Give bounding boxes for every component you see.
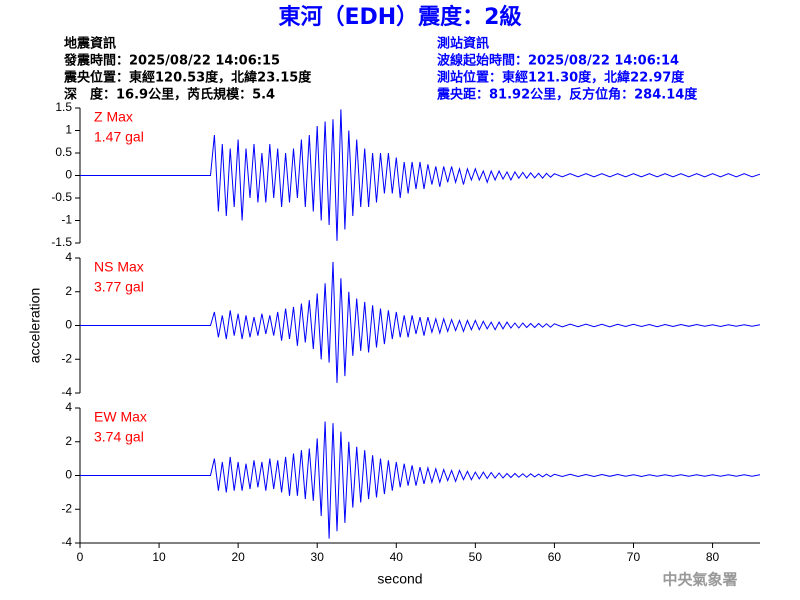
x-tick-label: 30 xyxy=(311,550,325,564)
y-tick-label: 0 xyxy=(65,468,72,482)
x-axis-label: second xyxy=(377,571,422,587)
max-label: 3.77 gal xyxy=(94,279,144,295)
info-line: 震央位置：東經120.53度，北緯23.15度 xyxy=(63,70,312,86)
waveform xyxy=(80,109,761,241)
info-line: 發震時間：2025/08/22 14:06:15 xyxy=(63,53,280,69)
y-tick-label: -0.5 xyxy=(51,190,72,204)
y-tick-label: 0.5 xyxy=(55,145,72,159)
y-tick-label: 4 xyxy=(65,250,72,264)
y-tick-label: -1 xyxy=(61,213,72,227)
waveform xyxy=(80,261,761,383)
component-label: NS Max xyxy=(94,259,144,275)
y-tick-label: 0 xyxy=(65,168,72,182)
component-label: Z Max xyxy=(94,109,133,125)
x-tick-label: 70 xyxy=(627,550,641,564)
y-tick-label: 2 xyxy=(65,434,72,448)
waveform xyxy=(80,421,761,539)
x-tick-label: 50 xyxy=(469,550,483,564)
max-label: 1.47 gal xyxy=(94,129,144,145)
y-tick-label: 0 xyxy=(65,318,72,332)
y-tick-label: -2 xyxy=(61,501,72,515)
info-line: 地震資訊 xyxy=(64,36,116,52)
info-line: 測站位置：東經121.30度，北緯22.97度 xyxy=(437,70,685,86)
x-tick-label: 20 xyxy=(231,550,245,564)
watermark: 中央氣象署 xyxy=(662,571,737,589)
x-tick-label: 10 xyxy=(152,550,166,564)
info-line: 震央距：81.92公里，反方位角：284.14度 xyxy=(436,87,698,103)
info-line: 波線起始時間：2025/08/22 14:06:14 xyxy=(437,53,679,69)
y-tick-label: -1.5 xyxy=(51,235,72,249)
y-axis-label: acceleration xyxy=(27,288,43,364)
info-line: 深 度：16.9公里，芮氏規模：5.4 xyxy=(64,87,275,103)
max-label: 3.74 gal xyxy=(94,429,144,445)
y-tick-label: -4 xyxy=(61,535,72,549)
x-tick-label: 0 xyxy=(77,550,84,564)
x-tick-label: 80 xyxy=(706,550,720,564)
y-tick-label: 1 xyxy=(65,123,72,137)
y-tick-label: 1.5 xyxy=(55,100,72,114)
component-label: EW Max xyxy=(94,409,147,425)
y-tick-label: -2 xyxy=(61,351,72,365)
info-line: 測站資訊 xyxy=(437,36,489,52)
x-tick-label: 60 xyxy=(548,550,562,564)
y-tick-label: 4 xyxy=(65,400,72,414)
y-tick-label: 2 xyxy=(65,284,72,298)
title: 東河（EDH）震度：2級 xyxy=(278,4,521,30)
x-tick-label: 40 xyxy=(390,550,404,564)
y-tick-label: -4 xyxy=(61,385,72,399)
